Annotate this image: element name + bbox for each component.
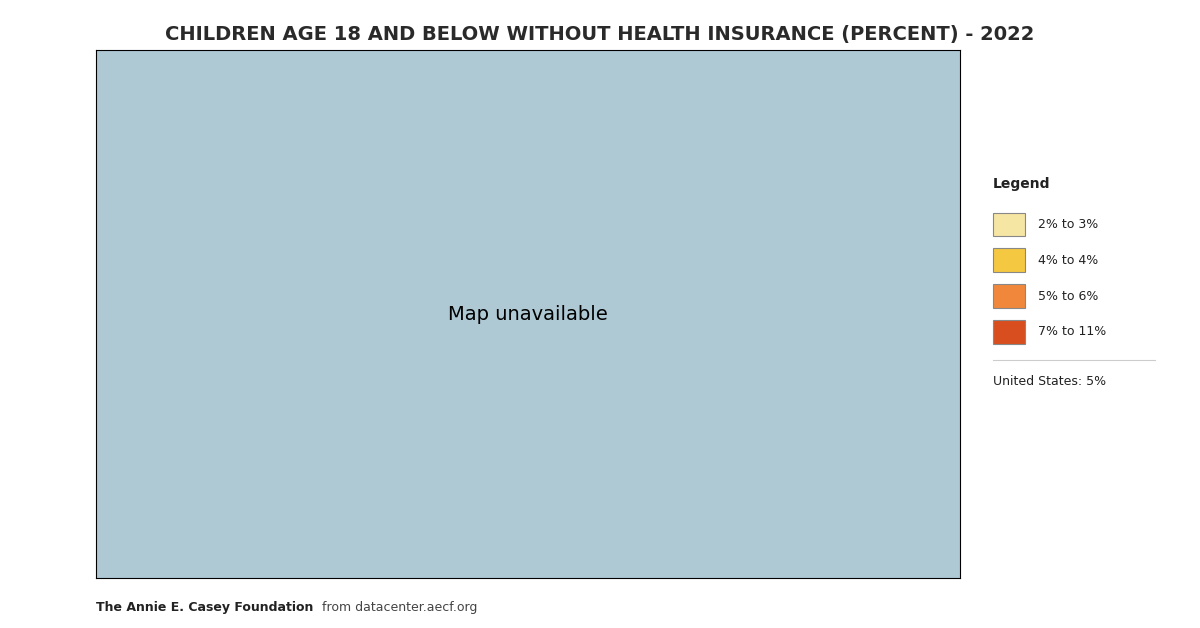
Text: CHILDREN AGE 18 AND BELOW WITHOUT HEALTH INSURANCE (PERCENT) - 2022: CHILDREN AGE 18 AND BELOW WITHOUT HEALTH… [166, 25, 1034, 44]
Text: 2% to 3%: 2% to 3% [1038, 218, 1098, 231]
Text: United States: 5%: United States: 5% [994, 375, 1106, 388]
Text: The Annie E. Casey Foundation: The Annie E. Casey Foundation [96, 601, 313, 614]
Text: 4% to 4%: 4% to 4% [1038, 254, 1098, 267]
FancyBboxPatch shape [994, 320, 1025, 344]
FancyBboxPatch shape [994, 284, 1025, 308]
FancyBboxPatch shape [994, 212, 1025, 236]
Text: Map unavailable: Map unavailable [448, 305, 608, 323]
Text: 7% to 11%: 7% to 11% [1038, 325, 1106, 338]
FancyBboxPatch shape [994, 248, 1025, 272]
Text: Legend: Legend [994, 176, 1050, 191]
Text: from datacenter.aecf.org: from datacenter.aecf.org [318, 601, 478, 614]
Text: 5% to 6%: 5% to 6% [1038, 290, 1098, 303]
